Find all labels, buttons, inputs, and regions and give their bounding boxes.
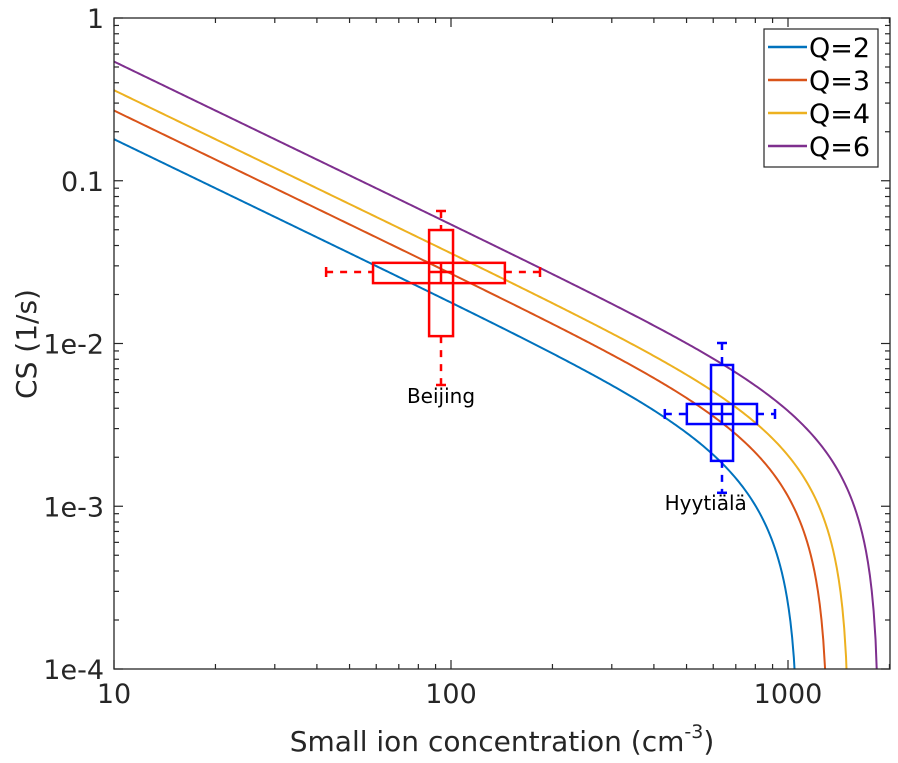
y-tick-label: 0.1 (61, 167, 104, 198)
legend-box (763, 28, 879, 168)
y-tick-label: 1e-4 (43, 655, 104, 686)
boxplot-hyytil (663, 341, 777, 495)
boxplot-beijing (324, 209, 542, 387)
y-axis-label: CS (1/s) (10, 289, 43, 399)
legend-label: Q=2 (809, 33, 870, 64)
legend-label: Q=4 (809, 99, 870, 130)
ticks-layer: 10 100 1000 1 0.1 1e-2 1e-3 1e-4 (43, 4, 891, 710)
x-axis-label-superscript: -3 (684, 721, 703, 743)
series-line-q4 (114, 89, 848, 669)
series-line-q2 (114, 138, 796, 669)
series-line-q6 (114, 60, 878, 669)
boxplots-layer (324, 209, 777, 495)
annotation-beijing: Beijing (407, 384, 475, 408)
x-tick-label: 100 (425, 679, 477, 710)
y-tick-label: 1e-2 (43, 330, 104, 361)
x-axis-label: Small ion concentration (cm-3) (290, 721, 715, 758)
y-tick-label: 1e-3 (43, 492, 104, 523)
y-tick-label: 1 (87, 4, 104, 35)
annotations-layer: Beijing Hyytiälä (407, 384, 747, 515)
annotation-hyytil: Hyytiälä (665, 491, 747, 515)
plot-background (114, 18, 890, 669)
legend: Q=2Q=3Q=4Q=6 (763, 28, 879, 168)
legend-label: Q=3 (809, 66, 870, 97)
x-tick-label: 10 (97, 679, 131, 710)
legend-label: Q=6 (809, 132, 870, 163)
x-tick-label: 1000 (754, 679, 823, 710)
